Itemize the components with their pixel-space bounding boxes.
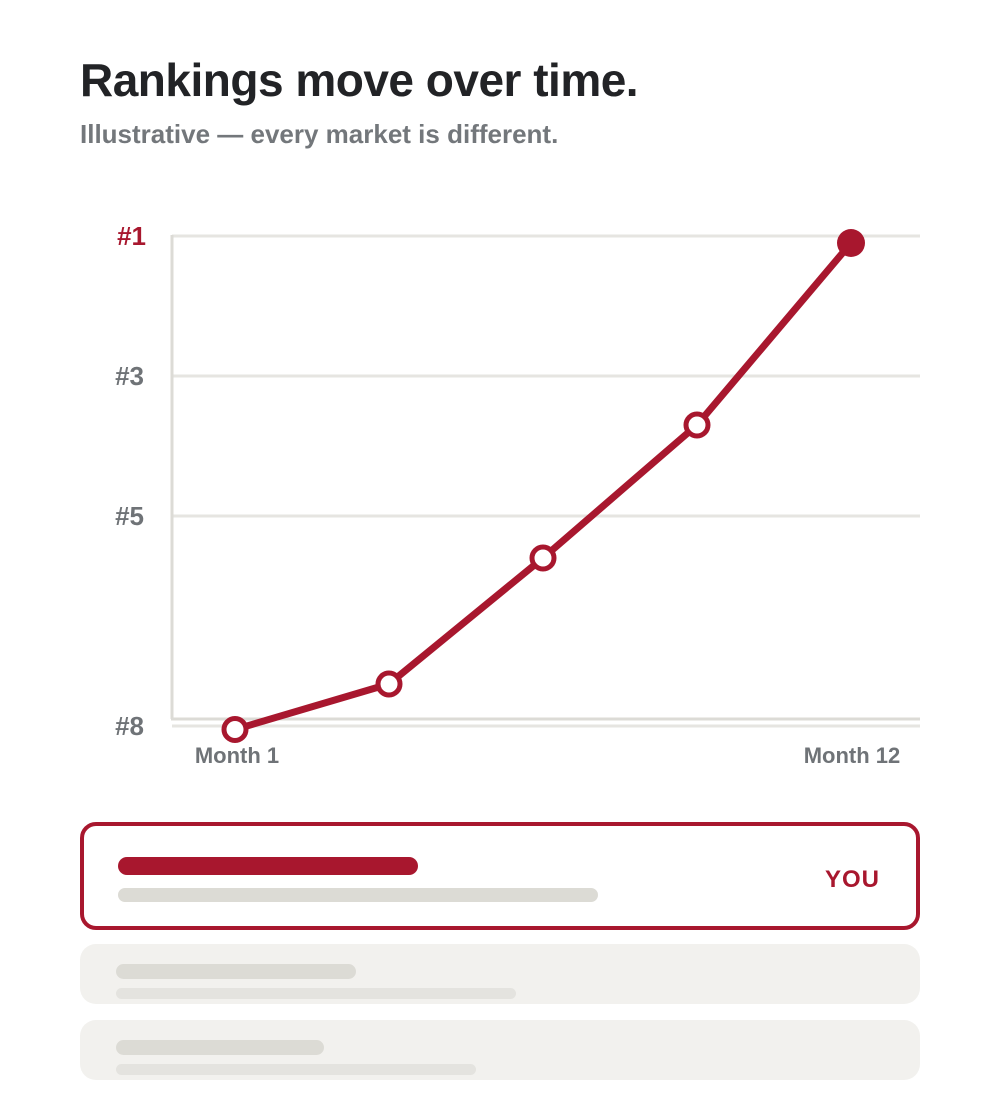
competitor-listing-card bbox=[80, 1020, 920, 1080]
competitor-subtitle-placeholder bbox=[116, 988, 516, 999]
data-point-current bbox=[837, 229, 865, 257]
x-tick-label: Month 1 bbox=[195, 743, 279, 768]
you-listing-subtitle-placeholder bbox=[118, 888, 598, 902]
y-tick-label: #1 bbox=[117, 221, 146, 251]
competitor-listing-card bbox=[80, 944, 920, 1004]
data-point bbox=[375, 670, 403, 698]
y-tick-label: #8 bbox=[115, 711, 144, 741]
competitor-title-placeholder bbox=[116, 964, 356, 979]
x-tick-label: Month 12 bbox=[804, 743, 901, 768]
chart-subtitle: Illustrative — every market is different… bbox=[80, 119, 559, 149]
ranking-line-chart: #1 #3 #5 #8 Month 1 Month 12 bbox=[115, 221, 920, 768]
series-line bbox=[231, 239, 855, 733]
chart-title: Rankings move over time. bbox=[80, 54, 639, 106]
you-listing-title-placeholder bbox=[118, 857, 418, 875]
competitor-title-placeholder bbox=[116, 1040, 324, 1055]
y-tick-label: #5 bbox=[115, 501, 144, 531]
competitor-subtitle-placeholder bbox=[116, 1064, 476, 1075]
data-point bbox=[221, 716, 249, 743]
you-badge: YOU bbox=[824, 866, 880, 893]
y-tick-label: #3 bbox=[115, 361, 144, 391]
data-point bbox=[529, 544, 557, 572]
you-listing-card: YOU bbox=[80, 822, 920, 930]
data-point bbox=[683, 411, 711, 439]
